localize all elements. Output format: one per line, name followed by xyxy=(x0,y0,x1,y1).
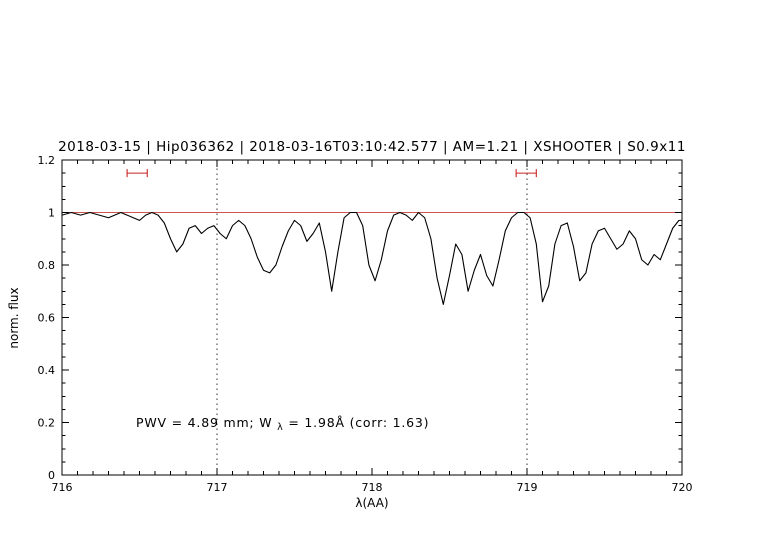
x-tick-label: 719 xyxy=(517,481,538,494)
data-layer xyxy=(61,169,682,305)
x-tick-label: 720 xyxy=(672,481,693,494)
pwv-annotation: PWV = 4.89 mm; W λ = 1.98Å (corr: 1.63) xyxy=(136,415,429,433)
y-tick-label: 0.6 xyxy=(38,312,56,325)
y-tick-label: 0 xyxy=(48,469,55,482)
x-axis-label: λ(AA) xyxy=(355,496,388,510)
y-tick-label: 0.8 xyxy=(38,259,56,272)
axes-layer: 716 717 718 719 720 0 0.2 0.4 0.6 0.8 1 1.2 xyxy=(38,154,693,494)
y-tick-label: 0.2 xyxy=(38,417,56,430)
x-tick-label: 716 xyxy=(52,481,73,494)
range-marker-1 xyxy=(126,169,148,178)
y-axis-label: norm. flux xyxy=(7,287,21,348)
x-tick-label: 718 xyxy=(362,481,383,494)
guides-layer xyxy=(62,160,682,475)
pwv-annotation-suffix: = 1.98Å (corr: 1.63) xyxy=(288,415,429,430)
pwv-annotation-prefix: PWV = 4.89 mm; W xyxy=(136,415,272,430)
spectrum-line xyxy=(61,211,682,305)
y-tick-label: 0.4 xyxy=(38,364,56,377)
x-tick-label: 717 xyxy=(207,481,228,494)
pwv-annotation-sub: λ xyxy=(277,422,283,433)
y-tick-label: 1.2 xyxy=(38,154,56,167)
plot-title: 2018-03-15 | Hip036362 | 2018-03-16T03:1… xyxy=(58,139,686,155)
y-tick-label: 1 xyxy=(48,207,55,220)
range-marker-2 xyxy=(515,169,537,178)
